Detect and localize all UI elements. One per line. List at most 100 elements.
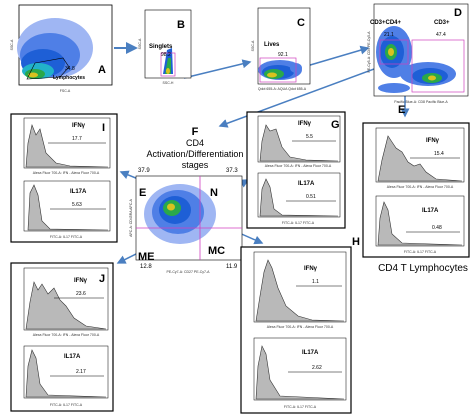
panel-b-letter: B — [177, 19, 185, 31]
panel-c-density — [258, 60, 302, 80]
center-title-line3: stages — [181, 160, 209, 170]
panel-j-marker1: IFNγ — [74, 278, 88, 284]
panel-d-letter: D — [454, 7, 462, 19]
panel-j-value1: 23.6 — [76, 291, 86, 297]
center-title-block: F CD4 Activation/Differentiation stages — [140, 127, 250, 171]
center-letter-e: E — [139, 187, 146, 199]
panel-e-right-xaxis1: Alexa Fluor 700-A: IFN - Alexa Fluor 700… — [387, 185, 454, 189]
panel-j-letter: J — [99, 273, 105, 285]
panel-a-scatter: 34.8 Lymphocytes A FSC-A SSC-A — [10, 4, 113, 93]
panel-b-gate — [160, 52, 176, 77]
center-label-n: N — [210, 187, 218, 199]
center-quad-tr-value: 37.3 — [226, 168, 238, 174]
arrow-b-to-c — [183, 59, 252, 79]
panel-h-marker2: IL17A — [302, 350, 319, 356]
panel-j-hist1 — [25, 281, 107, 330]
panel-h-value1: 1.1 — [312, 279, 319, 285]
panel-j-value2: 2.17 — [76, 369, 86, 375]
panel-h-hist1 — [255, 259, 345, 322]
panel-i-xaxis2: FITC-A: IL17 FITC-A — [50, 235, 83, 239]
panel-b-gate-name: Singlets — [149, 44, 173, 50]
panel-e-right-letter: E — [398, 104, 406, 116]
panel-g-letter: G — [331, 119, 340, 131]
panel-h-hist2 — [255, 345, 345, 400]
panel-e-right-hist2 — [377, 201, 463, 246]
panel-d-xaxis: Pacific Blue-A: CD8 Pacific Blue-A — [394, 100, 448, 104]
panel-d-gate-cd3cd4 — [379, 39, 409, 65]
center-quad-br-value: 11.9 — [226, 264, 238, 270]
panel-b-xaxis: SSC-H — [163, 81, 174, 85]
panel-c-gate-value: 92.1 — [278, 52, 288, 58]
panel-c-gate-name: Lives — [264, 42, 280, 48]
center-title-line1: CD4 — [185, 138, 204, 148]
panel-g-value1: 5.5 — [306, 134, 313, 140]
panel-a-xaxis: FSC-A — [60, 89, 71, 93]
center-quad-tl-value: 37.9 — [138, 168, 150, 174]
panel-h-value2: 2.62 — [312, 365, 322, 371]
panel-d-gate1-value: 21.1 — [384, 32, 394, 38]
panel-i-marker1: IFNγ — [72, 123, 86, 129]
arrow-c-to-d — [299, 45, 370, 69]
center-quad-bl-value: 12.8 — [140, 264, 152, 270]
panel-j-marker2: IL17A — [64, 354, 81, 360]
panel-i-xaxis1: Alexa Fluor 700-A: IFN - Alexa Fluor 700… — [33, 171, 100, 175]
panel-h-letter: H — [352, 236, 360, 248]
center-yaxis: APC-A: CD45RA APC-A — [129, 198, 133, 236]
panel-i-value1: 17.7 — [72, 136, 82, 142]
panel-i-histograms: IFNγ 17.7 Alexa Fluor 700-A: IFN - Alexa… — [10, 113, 118, 243]
panel-i-letter: I — [102, 122, 105, 134]
panel-d-gate2-value: 47.4 — [436, 32, 446, 38]
panel-h-xaxis1: Alexa Fluor 700-A: IFN - Alexa Fluor 700… — [267, 325, 334, 329]
center-quadrant-plot: 37.9 37.3 12.8 11.9 E N ME MC PE-Cy7-A: … — [129, 168, 243, 274]
panel-c-gate — [259, 57, 297, 83]
panel-g-hist2 — [259, 178, 339, 217]
center-title-line2: Activation/Differentiation — [146, 149, 244, 159]
panel-e-right-value1: 15.4 — [434, 151, 444, 157]
panel-h-histograms: IFNγ 1.1 Alexa Fluor 700-A: IFN - Alexa … — [240, 246, 352, 414]
panel-d-yaxis: PE-Cy5-A: CD4 PE-Cy5-A — [367, 31, 371, 73]
panel-d-gate-cd3 — [411, 39, 465, 93]
panel-c-letter: C — [297, 17, 305, 29]
panel-b-yaxis: SSC-A — [138, 38, 142, 49]
panel-j-histograms: IFNγ 23.6 Alexa Fluor 700-A: IFN - Alexa… — [10, 262, 114, 412]
panel-e-right-value2: 0.48 — [432, 225, 442, 231]
panel-a-gate-name: Lymphocytes — [53, 75, 85, 81]
panel-b-scatter: Singlets 98.2 B SSC-H SSC-A — [138, 9, 192, 85]
panel-g-marker2: IL17A — [298, 181, 315, 187]
panel-f-letter: F — [191, 126, 199, 138]
panel-j-xaxis2: FITC-A: IL17 FITC-A — [50, 403, 83, 407]
panel-c-scatter: Lives 92.1 C Qdot 655-A: AQUA Qdot 655-A… — [251, 7, 311, 91]
panel-e-right-xaxis2: FITC-A: IL17 FITC-A — [404, 250, 437, 254]
center-density — [144, 184, 216, 244]
panel-g-marker1: IFNγ — [298, 121, 312, 127]
panel-a-gate — [26, 57, 70, 80]
panel-e-right-caption: CD4 T Lymphocytes — [378, 263, 468, 274]
panel-c-yaxis: SSC-A — [251, 40, 255, 51]
panel-g-value2: 0.51 — [306, 194, 316, 200]
panel-j-xaxis1: Alexa Fluor 700-A: IFN - Alexa Fluor 700… — [33, 333, 100, 337]
center-xaxis: PE-Cy7-A: CD27 PE-Cy7-A — [167, 270, 211, 274]
panel-d-gate2-name: CD3+ — [434, 20, 450, 26]
panel-i-value2: 5.63 — [72, 202, 82, 208]
panel-g-xaxis1: Alexa Fluor 700-A: IFN - Alexa Fluor 700… — [265, 164, 332, 168]
panel-g-histograms: IFNγ 5.5 Alexa Fluor 700-A: IFN - Alexa … — [246, 111, 346, 229]
center-label-me: ME — [138, 251, 155, 263]
panel-d-gate1-name: CD3+CD4+ — [370, 20, 402, 26]
panel-e-right-hist1 — [377, 135, 463, 182]
panel-g-hist1 — [259, 124, 339, 162]
panel-a-yaxis: SSC-A — [10, 39, 14, 50]
panel-c-xaxis: Qdot 655-A: AQUA Qdot 655-A — [258, 87, 307, 91]
panel-g-xaxis2: FITC-A: IL17 FITC-A — [282, 221, 315, 225]
panel-b-gate-value: 98.2 — [161, 52, 171, 58]
panel-h-marker1: IFNγ — [304, 266, 318, 272]
panel-i-hist2 — [27, 184, 109, 231]
panel-e-right-marker2: IL17A — [422, 208, 439, 214]
panel-e-right-histograms: IFNγ 15.4 Alexa Fluor 700-A: IFN - Alexa… — [362, 122, 470, 258]
panel-j-hist2 — [25, 349, 107, 398]
panel-d-scatter: CD3+CD4+ CD3+ 21.1 47.4 D Pacific Blue-A… — [367, 3, 469, 104]
center-label-mc: MC — [208, 245, 225, 257]
panel-h-xaxis2: FITC-A: IL17 FITC-A — [284, 405, 317, 409]
panel-e-right-marker1: IFNγ — [426, 138, 440, 144]
panel-a-gate-value: 34.8 — [65, 66, 75, 72]
panel-i-hist1 — [25, 123, 109, 168]
